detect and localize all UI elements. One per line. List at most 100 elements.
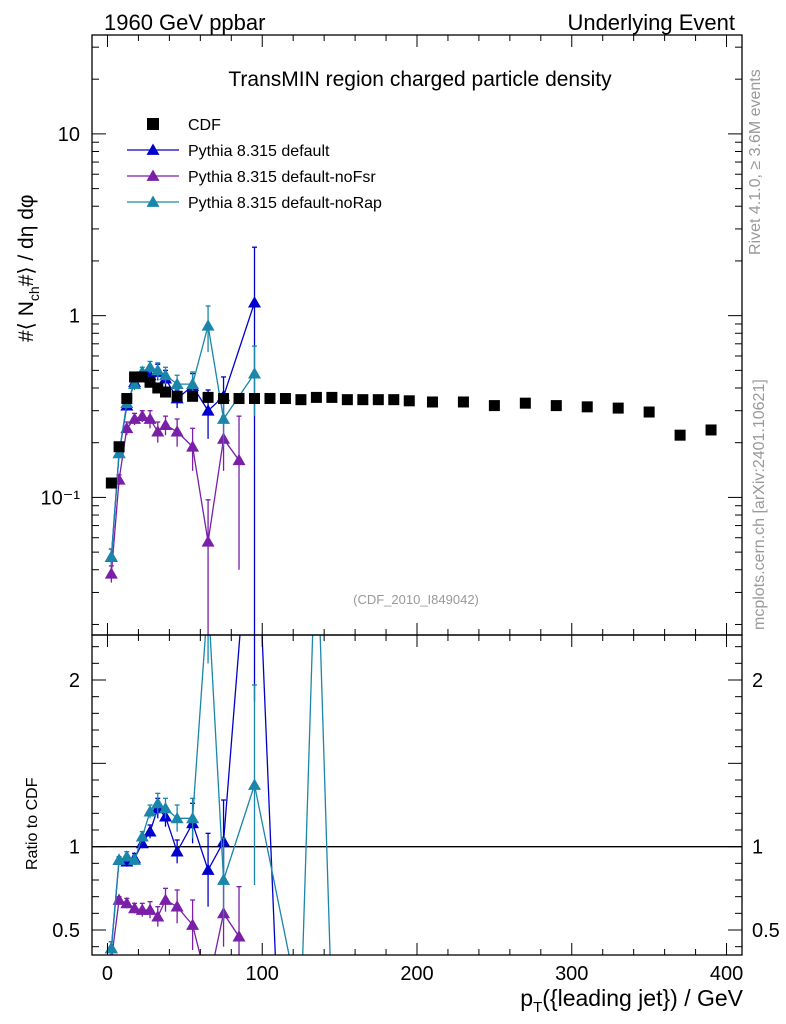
series-point-main	[151, 425, 165, 437]
ratio-frame	[91, 634, 743, 956]
series-point-ratio	[151, 796, 165, 809]
series-point-main	[151, 363, 165, 376]
data-point	[233, 393, 245, 405]
data-point	[357, 394, 369, 406]
y-tick-label-main: 10	[58, 124, 80, 146]
series-point-main	[104, 550, 118, 562]
data-point	[249, 393, 260, 405]
series-point-ratio	[128, 853, 142, 865]
series-line-ratio-extension	[253, 635, 331, 955]
data-point	[171, 390, 183, 402]
data-point	[218, 393, 230, 405]
series-point-ratio	[128, 901, 142, 914]
data-point	[457, 396, 469, 408]
series-point-main	[232, 453, 246, 466]
series-point-main	[201, 535, 215, 547]
legend-label: Pythia 8.315 default-noRap	[188, 195, 382, 212]
legend: CDF Pythia 8.315 default Pythia 8.315 defa…	[127, 117, 382, 212]
y-tick-label-ratio: 2	[69, 670, 80, 692]
mcplots-label: mcplots.cern.ch [arXiv:2401.10621]	[751, 379, 768, 630]
data-point	[341, 394, 353, 406]
axes: 0 100 200 300 400 10⁻¹ 1 10 0.5 0.5 1 1 2 2	[41, 34, 780, 985]
data-point	[144, 376, 156, 388]
series-point-ratio	[112, 853, 126, 865]
data-point	[113, 441, 125, 453]
series-point-main	[159, 368, 173, 381]
series-point-main	[201, 404, 215, 416]
series-point-main	[112, 446, 126, 459]
series-line-main	[110, 325, 256, 558]
data-point	[612, 402, 624, 414]
series-point-ratio	[217, 873, 231, 885]
x-tick-label: 100	[246, 963, 279, 985]
x-tick-label: 200	[400, 963, 433, 985]
series-line-ratio	[110, 635, 241, 949]
series-point-ratio	[143, 805, 157, 817]
rivet-label: Rivet 4.1.0, ≥ 3.6M events	[747, 69, 764, 255]
data-point	[152, 382, 164, 394]
series-point-main	[186, 440, 200, 452]
series-point-main	[128, 412, 142, 424]
data-point	[550, 400, 562, 412]
legend-marker-triangle	[146, 195, 160, 207]
series-line-ratio	[110, 635, 256, 949]
y-axis-label-main: #⟨ Nch#⟩ / dη dφ	[15, 194, 42, 342]
data-point	[705, 424, 717, 436]
x-tick-label: 300	[555, 963, 588, 985]
series-point-ratio	[186, 918, 200, 930]
data-point	[581, 401, 593, 413]
data-point	[674, 429, 686, 441]
series-point-ratio	[143, 825, 157, 837]
legend-marker-triangle	[146, 169, 160, 181]
y-tick-label-main: 10⁻¹	[41, 487, 81, 509]
series-point-ratio	[120, 896, 134, 909]
series-point-ratio	[170, 845, 184, 857]
data-point	[326, 391, 338, 403]
y-axis-label-ratio: Ratio to CDF	[24, 777, 41, 870]
series-point-ratio	[159, 893, 173, 905]
data-point	[403, 395, 415, 407]
series-point-ratio	[170, 900, 184, 912]
series-point-ratio	[170, 811, 184, 824]
series-point-ratio	[135, 830, 149, 842]
data-point	[121, 393, 133, 405]
data-point	[519, 397, 531, 409]
series-point-main	[248, 296, 261, 308]
data-point	[426, 396, 438, 408]
series-point-ratio	[232, 930, 246, 942]
main-panel	[104, 246, 717, 635]
data-point	[136, 371, 148, 383]
chart-title: TransMIN region charged particle density	[228, 68, 612, 91]
legend-label: CDF	[188, 117, 221, 134]
series-point-main	[143, 360, 157, 373]
header-right: Underlying Event	[567, 10, 735, 35]
data-point	[310, 391, 322, 403]
data-point	[643, 406, 655, 418]
legend-label: Pythia 8.315 default-noFsr	[188, 169, 376, 186]
y-tick-label-ratio-right: 0.5	[752, 920, 780, 942]
data-point	[488, 400, 500, 412]
series-point-main	[217, 412, 231, 424]
data-point	[187, 390, 199, 402]
series-point-ratio	[159, 801, 173, 814]
x-tick-label: 0	[102, 963, 113, 985]
ratio-panel	[92, 635, 742, 955]
legend-marker-square	[147, 118, 159, 130]
series-point-main	[159, 418, 173, 430]
series-point-main	[128, 377, 142, 390]
series-line-ratio-extension	[261, 635, 276, 955]
series-point-main	[186, 377, 200, 390]
data-point	[202, 391, 214, 403]
series-point-main	[201, 319, 215, 331]
y-tick-label-main: 1	[69, 306, 80, 328]
y-tick-label-ratio: 1	[69, 837, 80, 859]
series-point-main	[248, 367, 261, 379]
series-point-ratio	[186, 811, 200, 824]
legend-label: Pythia 8.315 default	[188, 143, 330, 160]
y-tick-label-ratio-right: 2	[752, 670, 763, 692]
series-point-main	[170, 377, 184, 390]
series-point-ratio	[120, 850, 134, 862]
data-point	[295, 394, 307, 406]
data-point	[105, 477, 117, 489]
x-axis-label: pT({leading jet}) / GeV	[520, 985, 743, 1016]
